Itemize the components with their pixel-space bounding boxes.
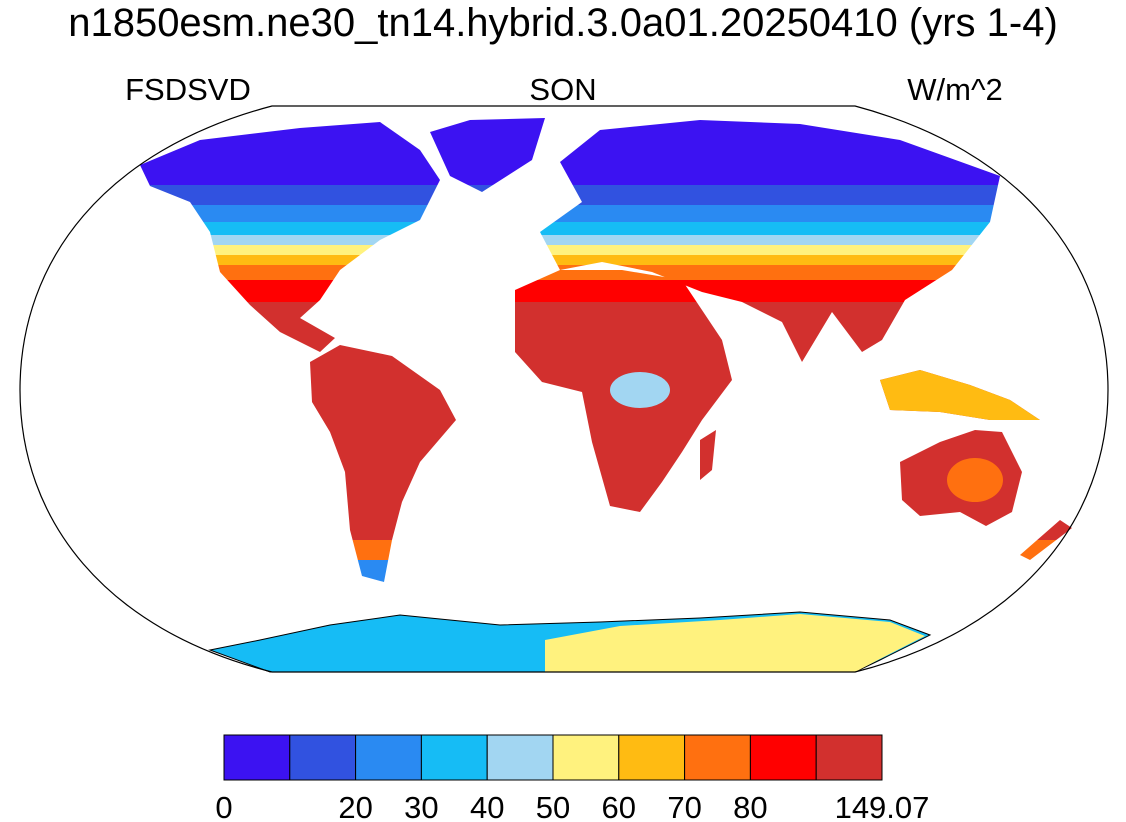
colorbar-box bbox=[552, 734, 620, 781]
colorbar-box bbox=[289, 734, 357, 781]
colorbar-label: 0 bbox=[215, 790, 232, 822]
colorbar-box bbox=[223, 734, 291, 781]
colorbar-box bbox=[749, 734, 817, 781]
colorbar-box bbox=[355, 734, 422, 781]
colorbar-label: 30 bbox=[404, 790, 438, 822]
colorbar-label: 40 bbox=[470, 790, 504, 822]
colorbar-label: 149.07 bbox=[835, 790, 930, 822]
colorbar-label: 20 bbox=[338, 790, 372, 822]
colorbar-box bbox=[420, 734, 488, 781]
antarctica-plateau bbox=[545, 614, 925, 672]
map-outline bbox=[19, 105, 1109, 673]
colorbar-box bbox=[684, 734, 751, 781]
colorbar-box bbox=[815, 734, 883, 781]
colorbar-label: 60 bbox=[602, 790, 636, 822]
colorbar-label: 50 bbox=[536, 790, 570, 822]
title: n1850esm.ne30_tn14.hybrid.3.0a01.2025041… bbox=[68, 1, 1058, 45]
colorbar-box bbox=[486, 734, 554, 781]
colorbar-label: 70 bbox=[667, 790, 701, 822]
colorbar-label: 80 bbox=[733, 790, 767, 822]
land-field bbox=[140, 118, 1072, 582]
units-label: W/m^2 bbox=[907, 72, 1002, 107]
colorbar-box bbox=[618, 734, 686, 781]
variable-label: FSDSVD bbox=[125, 72, 251, 107]
colorbar: 0 20 30 40 50 60 70 80 149.07 bbox=[215, 734, 930, 822]
season-label: SON bbox=[529, 72, 596, 107]
